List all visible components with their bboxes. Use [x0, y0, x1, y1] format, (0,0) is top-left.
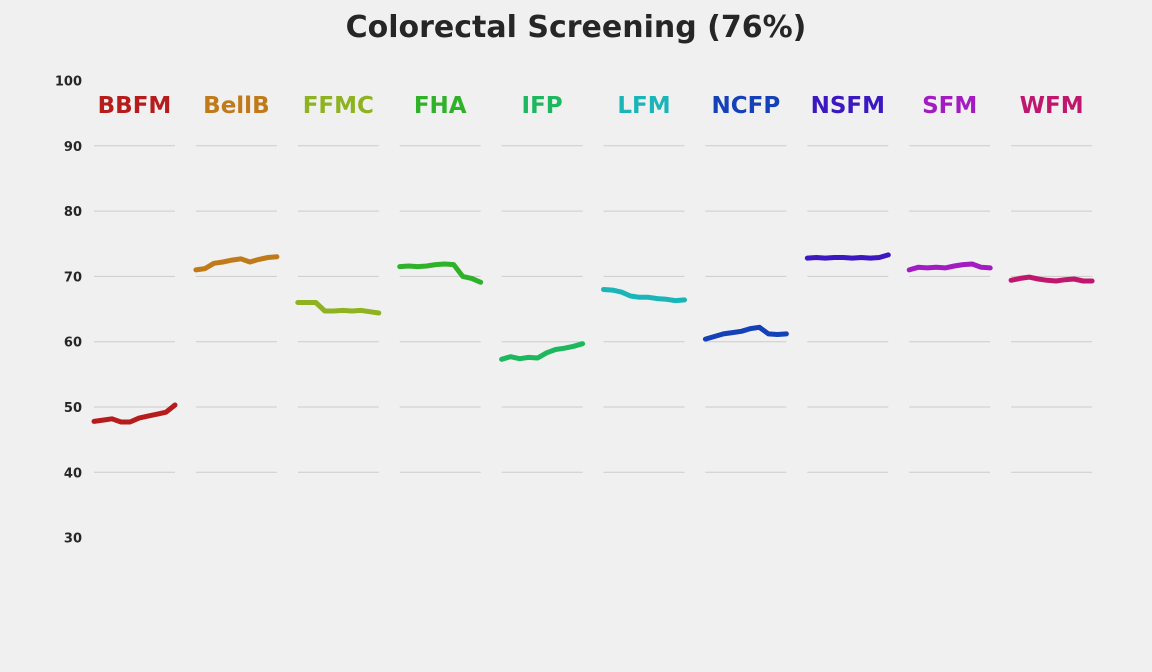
- y-tick-label: 60: [64, 336, 82, 351]
- series-label: FHA: [414, 93, 467, 119]
- y-tick-label: 30: [64, 532, 82, 547]
- y-tick-label: 70: [64, 270, 82, 285]
- series-label: LFM: [617, 93, 670, 119]
- panel-ncfp: NCFP: [702, 93, 789, 473]
- series-label: BBFM: [98, 93, 172, 119]
- panel-ifp: IFP: [499, 93, 586, 473]
- series-line: [1008, 274, 1095, 284]
- y-axis: 30 40 50 60 70 80 90 100: [55, 75, 82, 547]
- panels: BBFM BellB FFMC FHA IFP LFM NCFP NSFM SFM WFM: [91, 93, 1095, 473]
- series-line: [499, 341, 586, 362]
- series-line: [804, 252, 891, 261]
- panel-wfm: WFM: [1008, 93, 1095, 473]
- y-tick-label: 90: [64, 140, 82, 155]
- panel-nsfm: NSFM: [804, 93, 891, 473]
- panel-sfm: SFM: [906, 93, 993, 473]
- y-tick-label: 100: [55, 75, 82, 90]
- series-line: [295, 300, 382, 316]
- chart-title: Colorectal Screening (76%): [346, 10, 807, 45]
- panel-lfm: LFM: [601, 93, 687, 473]
- series-line: [397, 261, 484, 285]
- y-tick-label: 80: [64, 205, 82, 220]
- series-label: SFM: [922, 93, 977, 119]
- series-label: NCFP: [712, 93, 781, 119]
- panel-ffmc: FFMC: [295, 93, 382, 473]
- series-label: WFM: [1020, 93, 1084, 119]
- series-line: [601, 287, 687, 304]
- series-label: BellB: [203, 93, 269, 119]
- panel-bbfm: BBFM: [91, 93, 178, 473]
- panel-bellb: BellB: [193, 93, 280, 473]
- series-line: [91, 402, 178, 425]
- y-tick-label: 50: [64, 401, 82, 416]
- y-tick-label: 40: [64, 466, 82, 481]
- series-line: [702, 324, 789, 342]
- series-label: IFP: [522, 93, 563, 119]
- series-label: NSFM: [811, 93, 885, 119]
- series-line: [906, 261, 993, 273]
- series-line: [193, 254, 280, 273]
- series-label: FFMC: [303, 93, 374, 119]
- panel-fha: FHA: [397, 93, 484, 473]
